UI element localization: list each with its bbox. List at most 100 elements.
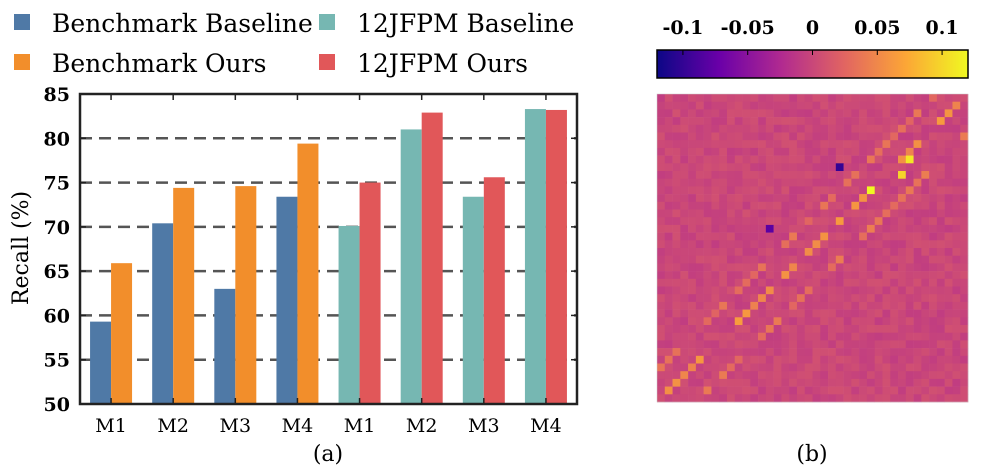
heatmap-cell [734, 209, 743, 218]
heatmap-cell [796, 186, 806, 195]
heatmap-cell [657, 386, 666, 395]
heatmap-cell [828, 309, 837, 318]
heatmap-cell [905, 248, 914, 256]
heatmap-cell [804, 101, 813, 110]
bar [421, 112, 443, 404]
heatmap-cell [828, 240, 837, 249]
heatmap-cell [905, 348, 914, 357]
heatmap-cell [898, 155, 907, 164]
heatmap-cell [812, 271, 821, 280]
heatmap-cell [804, 317, 813, 326]
heatmap-cell [812, 109, 821, 118]
heatmap-cell [796, 271, 806, 280]
heatmap-cell [828, 394, 837, 403]
heatmap-cell [711, 278, 720, 287]
heatmap-cell [882, 201, 891, 210]
heatmap-cell [944, 317, 953, 326]
heatmap-cell [750, 255, 759, 264]
heatmap-cell [843, 309, 852, 318]
heatmap-cell [866, 224, 875, 233]
heatmap-cell [843, 340, 852, 349]
heatmap-cell [882, 217, 891, 226]
heatmap-cell [828, 109, 837, 118]
heatmap-cell [820, 117, 829, 126]
heatmap-cell [695, 178, 704, 187]
heatmap-cell [843, 171, 852, 179]
heatmap-cell [921, 355, 930, 364]
heatmap-cell [898, 355, 907, 364]
heatmap-cell [843, 155, 852, 164]
heatmap-cell [680, 294, 689, 303]
heatmap-cell [695, 94, 704, 102]
heatmap-cell [672, 155, 681, 164]
caption-a: (a) [313, 442, 343, 467]
heatmap-cell [664, 248, 673, 256]
heatmap-cell [890, 101, 899, 110]
heatmap-cell [758, 101, 767, 110]
heatmap-cell [882, 271, 891, 280]
heatmap-cell [843, 201, 852, 210]
heatmap-cell [742, 286, 751, 295]
heatmap-cell [851, 394, 860, 403]
heatmap-cell [657, 117, 666, 126]
heatmap-cell [672, 178, 681, 187]
heatmap-cell [960, 186, 969, 195]
heatmap-cell [936, 140, 945, 149]
heatmap-cell [929, 224, 938, 233]
heatmap-cell [960, 163, 969, 172]
heatmap-cell [688, 178, 697, 187]
heatmap-cell [866, 278, 875, 287]
heatmap-cell [664, 355, 673, 364]
heatmap-cell [960, 286, 969, 295]
heatmap-cell [936, 386, 945, 395]
heatmap-cell [657, 248, 666, 256]
heatmap-cell [719, 294, 728, 303]
heatmap-cell [711, 325, 720, 333]
heatmap-cell [657, 201, 666, 210]
heatmap-cell [851, 155, 860, 164]
heatmap-cell [820, 378, 829, 387]
heatmap-cell [781, 140, 790, 149]
heatmap-cell [890, 217, 899, 226]
heatmap-cell [952, 371, 961, 380]
heatmap-cell [719, 224, 728, 233]
heatmap-cell [726, 294, 736, 303]
heatmap-cell [859, 109, 868, 118]
heatmap-cell [828, 294, 837, 303]
heatmap-cell [672, 340, 681, 349]
heatmap-cell [672, 271, 681, 280]
x-tick-label: M2 [157, 415, 189, 437]
heatmap-cell [812, 394, 821, 403]
heatmap-cell [711, 332, 720, 341]
heatmap-cell [944, 232, 953, 241]
heatmap-cell [936, 94, 945, 102]
heatmap-cell [828, 124, 837, 133]
heatmap-cell [711, 394, 720, 403]
heatmap-cell [719, 186, 728, 195]
heatmap-cell [820, 124, 829, 133]
heatmap-cell [851, 255, 860, 264]
heatmap-cell [781, 317, 790, 326]
heatmap-cell [695, 194, 704, 203]
heatmap-cell [750, 301, 759, 310]
heatmap-cell [929, 217, 938, 226]
heatmap-cell [874, 394, 883, 403]
heatmap-cell [672, 240, 681, 249]
heatmap-cell [882, 155, 891, 164]
heatmap-cell [913, 178, 922, 187]
heatmap-cell [936, 109, 945, 118]
heatmap-cell [882, 147, 891, 156]
heatmap-cell [929, 248, 938, 256]
heatmap-cell [905, 209, 914, 218]
heatmap-cell [742, 255, 751, 264]
heatmap-cell [820, 94, 829, 102]
heatmap-cell [936, 309, 945, 318]
heatmap-cell [929, 271, 938, 280]
heatmap-cell [952, 332, 961, 341]
colorbar: -0.1 -0.05 0 0.05 0.1 [656, 17, 969, 79]
heatmap-cell [921, 178, 930, 187]
heatmap-cell [695, 378, 704, 387]
heatmap-cell [874, 386, 883, 395]
heatmap-cell [820, 325, 829, 333]
heatmap-cell [664, 332, 673, 341]
